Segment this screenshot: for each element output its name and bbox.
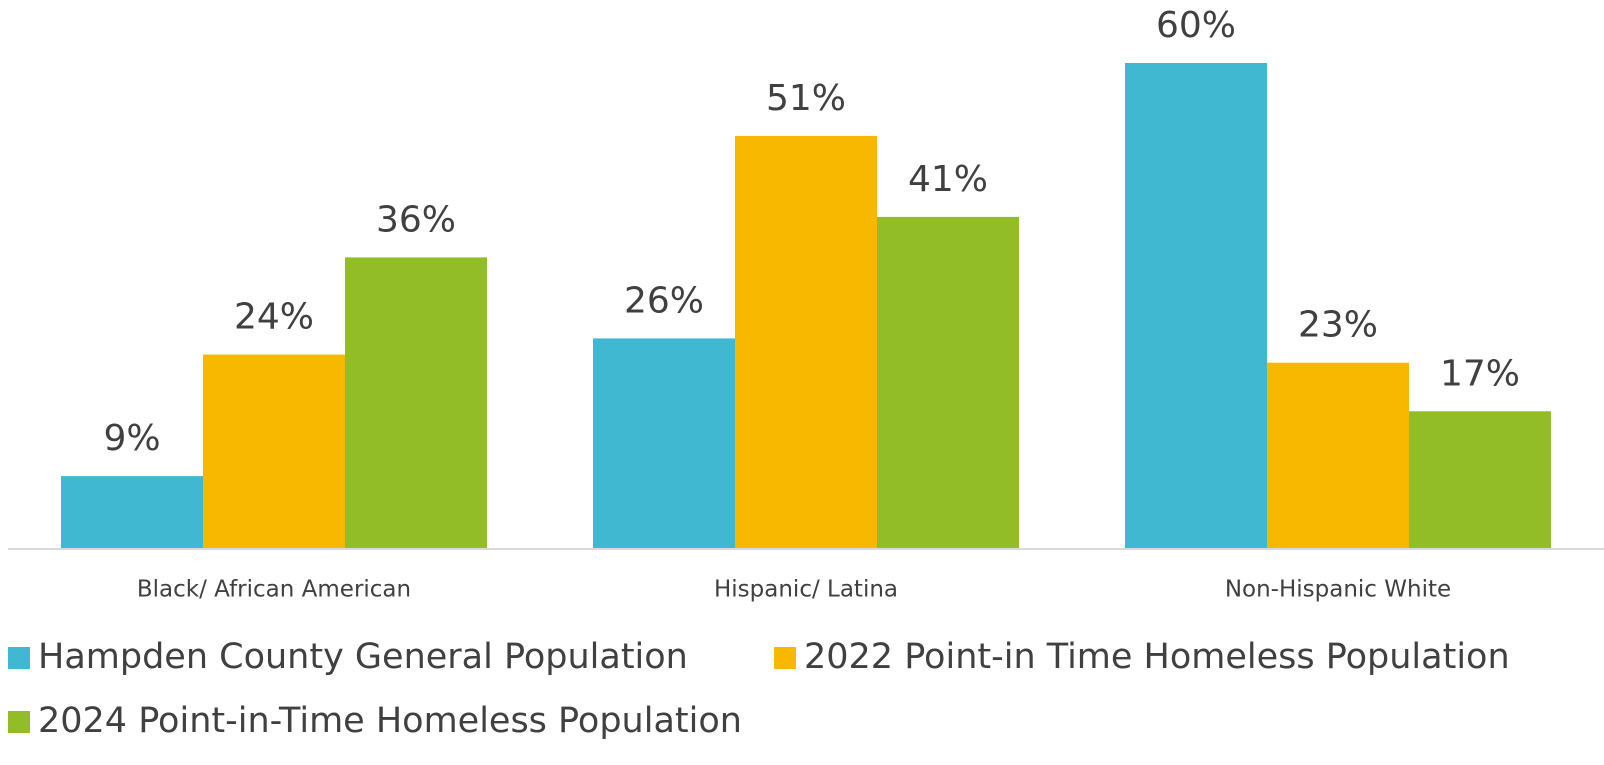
data-label: 26% bbox=[624, 280, 704, 321]
legend-label: 2022 Point-in Time Homeless Population bbox=[804, 637, 1510, 677]
x-tick-label: Non-Hispanic White bbox=[1225, 577, 1451, 603]
bar bbox=[61, 476, 203, 549]
data-label: 24% bbox=[234, 297, 314, 338]
data-label: 51% bbox=[766, 78, 846, 119]
bar bbox=[1125, 63, 1267, 549]
data-label: 41% bbox=[908, 159, 988, 200]
bar bbox=[1267, 362, 1409, 549]
data-label: 9% bbox=[103, 418, 160, 459]
bar bbox=[345, 257, 487, 549]
data-label: 23% bbox=[1298, 305, 1378, 346]
legend-swatch bbox=[8, 711, 30, 733]
bar bbox=[203, 354, 345, 549]
bar bbox=[1409, 411, 1551, 549]
legend-label: Hampden County General Population bbox=[38, 637, 688, 677]
legend-swatch bbox=[774, 647, 796, 669]
data-label: 36% bbox=[376, 199, 456, 240]
data-label: 60% bbox=[1156, 5, 1236, 46]
legend-swatch bbox=[8, 647, 30, 669]
legend-label: 2024 Point-in-Time Homeless Population bbox=[38, 701, 742, 741]
x-tick-label: Hispanic/ Latina bbox=[714, 577, 898, 603]
bar bbox=[593, 338, 735, 549]
bar bbox=[735, 135, 877, 549]
bar bbox=[877, 216, 1019, 549]
data-label: 17% bbox=[1440, 353, 1520, 394]
x-tick-label: Black/ African American bbox=[137, 577, 411, 603]
